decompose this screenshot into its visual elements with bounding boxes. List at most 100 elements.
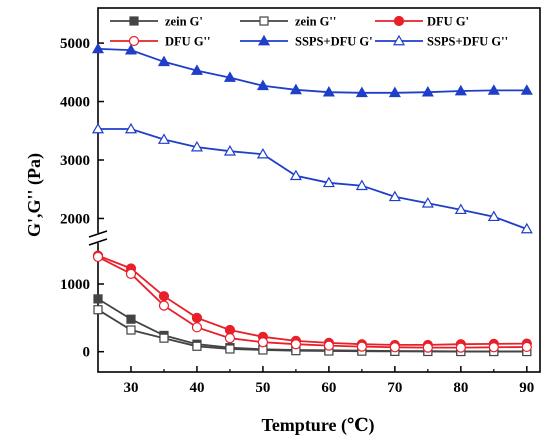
data-point [159, 333, 169, 343]
data-point [355, 179, 368, 191]
data-point [91, 122, 105, 134]
legend-entry: DFU G'' [110, 35, 210, 49]
axis-break-mark [88, 238, 108, 246]
data-point [392, 34, 406, 46]
data-point [124, 122, 138, 134]
data-point [322, 176, 335, 188]
data-point [421, 85, 434, 97]
data-point [290, 339, 302, 350]
x-tick-label: 80 [453, 380, 468, 396]
data-point [488, 342, 499, 353]
data-point [192, 341, 202, 351]
data-point [421, 197, 434, 208]
legend-label: SSPS+DFU G' [295, 35, 373, 49]
x-tick-label: 90 [519, 380, 534, 396]
data-point [487, 210, 500, 222]
data-point [393, 15, 405, 27]
legend-entry: zein G'' [240, 15, 336, 29]
legend-label: DFU G' [427, 15, 469, 29]
data-point [520, 222, 533, 234]
y-tick-label: 5000 [60, 36, 90, 52]
legend-entry: SSPS+DFU G'' [375, 35, 508, 49]
legend-entry: SSPS+DFU G' [240, 35, 373, 49]
data-point [223, 145, 236, 156]
data-point [157, 55, 171, 67]
x-tick-label: 60 [321, 380, 336, 396]
data-point [191, 322, 203, 333]
data-point [93, 305, 103, 315]
data-point [454, 203, 467, 215]
series-ssps-dfu-g [91, 122, 533, 234]
data-point [454, 84, 467, 96]
series-line [97, 254, 527, 346]
y-tick-label: 3000 [60, 153, 90, 169]
data-point [455, 342, 466, 353]
data-point [126, 325, 136, 335]
legend-label: zein G' [165, 15, 203, 29]
data-point [225, 344, 235, 354]
data-point [257, 337, 269, 348]
legend-entry: zein G' [110, 15, 203, 29]
data-point [158, 291, 170, 302]
y-tick-label: 1000 [60, 277, 90, 293]
data-point [125, 268, 137, 279]
series-line [97, 256, 527, 349]
legend-label: DFU G'' [165, 35, 210, 49]
data-point [388, 86, 401, 98]
plot-frame [97, 7, 541, 373]
data-point [124, 43, 138, 55]
series-dfu-g [92, 251, 532, 353]
data-point [92, 251, 104, 263]
y-tick-label: 4000 [60, 95, 90, 111]
legend-entry: DFU G' [375, 15, 469, 29]
legend-label: SSPS+DFU G'' [427, 35, 508, 49]
legend: zein G' zein G'' DFU G' DFU G'' SSPS+DFU G' S… [110, 15, 508, 49]
axis-break-gap [89, 233, 107, 243]
data-point [126, 314, 136, 324]
data-point [256, 147, 269, 159]
data-point [191, 312, 203, 323]
data-point [323, 340, 334, 351]
data-point [388, 190, 401, 202]
data-point [91, 42, 105, 54]
data-point [157, 133, 171, 144]
data-point [224, 333, 236, 344]
series-line [97, 308, 527, 353]
x-tick-label: 40 [189, 380, 204, 396]
y-axis-title: G',G'' (Pa) [24, 153, 45, 237]
series-layer [91, 42, 533, 357]
data-point [223, 71, 236, 82]
y-tick-label: 0 [83, 345, 91, 361]
x-axis-title: Tempture (℃) [261, 415, 374, 436]
data-point [128, 35, 140, 47]
data-point [520, 84, 533, 95]
legend-label: zein G'' [295, 15, 336, 29]
data-point [129, 16, 139, 26]
axis-break-mark [88, 230, 108, 238]
x-tick-label: 30 [123, 380, 138, 396]
data-point [322, 85, 335, 97]
data-point [259, 16, 269, 26]
data-point [190, 140, 203, 152]
data-point [289, 83, 302, 95]
data-point [355, 86, 368, 98]
axes: 0 1000 2000 3000 4000 5000 30 40 50 60 70 80 90 [60, 7, 541, 396]
data-point [256, 79, 269, 91]
data-point [289, 169, 302, 181]
data-point [190, 64, 203, 75]
y-tick-label: 2000 [60, 211, 90, 227]
x-tick-label: 50 [255, 380, 270, 396]
data-point [158, 300, 170, 311]
data-point [389, 342, 400, 353]
series-line [97, 48, 527, 94]
data-point [521, 341, 532, 353]
data-point [93, 294, 103, 304]
data-point [356, 341, 367, 352]
data-point [487, 84, 500, 95]
x-tick-label: 70 [387, 380, 402, 396]
series-line [98, 128, 528, 230]
series-ssps-dfu-g [91, 42, 533, 98]
data-point [257, 34, 271, 46]
data-point [422, 342, 433, 353]
